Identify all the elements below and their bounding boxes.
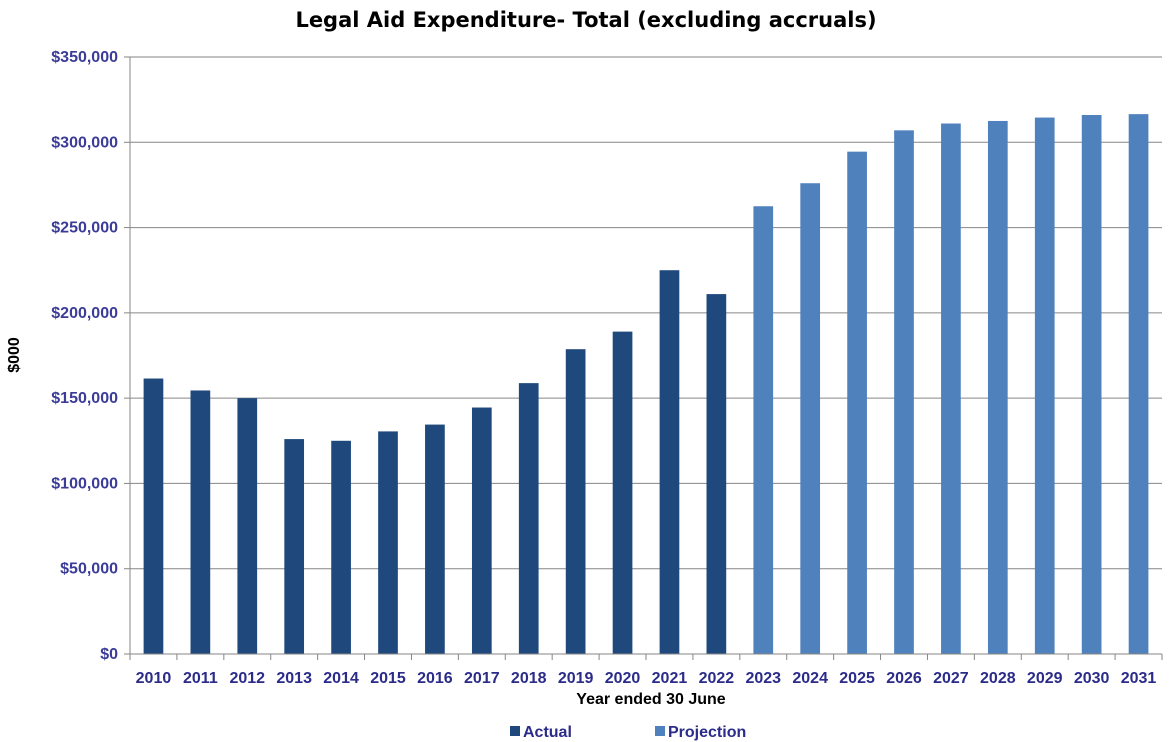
bar-actual-2015 — [378, 431, 398, 654]
x-tick-label: 2026 — [886, 670, 922, 687]
bar-actual-2017 — [471, 407, 492, 654]
x-tick-label: 2018 — [511, 670, 547, 687]
legend-label-projection: Projection — [668, 724, 746, 741]
bar-actual-2020 — [612, 331, 633, 654]
legend-label-actual: Actual — [523, 724, 572, 741]
bar-projection-2030 — [1081, 114, 1102, 655]
y-tick-label: $100,000 — [51, 475, 118, 492]
x-tick-label: 2016 — [417, 670, 453, 687]
x-tick-label: 2029 — [1027, 670, 1063, 687]
x-tick-label: 2014 — [323, 670, 359, 687]
x-tick-label: 2022 — [699, 670, 735, 687]
x-tick-label: 2031 — [1121, 670, 1157, 687]
bar-projection-2027 — [941, 123, 961, 655]
x-tick-label: 2013 — [276, 670, 312, 687]
bar-actual-2019 — [565, 349, 586, 654]
bar-projection-2031 — [1128, 114, 1149, 655]
y-tick-labels: $0 $50,000 $100,000 $150,000 $200,000 $250,00… — [51, 49, 118, 663]
x-tick-label: 2011 — [183, 670, 218, 687]
bar-actual-2022 — [706, 294, 727, 654]
bar-projection-2026 — [894, 130, 914, 655]
x-tick-label: 2020 — [605, 670, 641, 687]
bar-actual-2010 — [143, 378, 164, 654]
y-tick-label: $0 — [100, 646, 118, 663]
x-tick-label: 2023 — [745, 670, 781, 687]
bar-actual-2013 — [284, 439, 305, 654]
y-tick-label: $350,000 — [51, 49, 118, 66]
x-tick-label: 2015 — [370, 670, 406, 687]
y-tick-label: $300,000 — [51, 134, 118, 151]
bar-actual-2021 — [659, 270, 680, 654]
bar-projection-2029 — [1034, 117, 1055, 654]
bar-projection-2025 — [847, 151, 867, 654]
x-tick-label: 2025 — [839, 670, 875, 687]
bar-projection-2028 — [987, 120, 1008, 654]
bar-actual-2016 — [425, 424, 445, 654]
y-tick-label: $250,000 — [51, 220, 118, 237]
x-tick-label: 2028 — [980, 670, 1016, 687]
bar-actual-2012 — [237, 398, 258, 654]
y-tick-label: $50,000 — [60, 561, 118, 578]
legend-swatch-actual — [510, 726, 520, 736]
bar-actual-2018 — [518, 383, 539, 654]
x-tick-label: 2010 — [136, 670, 172, 687]
bar-actual-2011 — [190, 390, 211, 654]
bars — [143, 114, 1149, 655]
x-tick-label: 2021 — [652, 670, 688, 687]
x-axis-label: Year ended 30 June — [576, 691, 726, 708]
x-tick-label: 2027 — [933, 670, 969, 687]
axes — [129, 57, 1163, 660]
x-tick-label: 2030 — [1074, 670, 1110, 687]
x-tick-label: 2019 — [558, 670, 594, 687]
x-tick-label: 2012 — [229, 670, 265, 687]
x-tick-label: 2024 — [792, 670, 828, 687]
legend-swatch-projection — [655, 726, 665, 736]
bar-projection-2023 — [753, 206, 774, 654]
x-tick-label: 2017 — [464, 670, 500, 687]
bar-projection-2024 — [800, 183, 821, 655]
bar-actual-2014 — [331, 440, 351, 654]
legend: Actual Projection — [510, 724, 746, 741]
y-tick-label: $150,000 — [51, 390, 118, 407]
y-axis-label: $000 — [6, 337, 23, 373]
x-tick-labels: 2010 2011 2012 2013 2014 2015 2016 2017 2018 2019… — [136, 670, 1157, 687]
y-tick-label: $200,000 — [51, 305, 118, 322]
chart-title: Legal Aid Expenditure- Total (excluding … — [295, 8, 876, 32]
